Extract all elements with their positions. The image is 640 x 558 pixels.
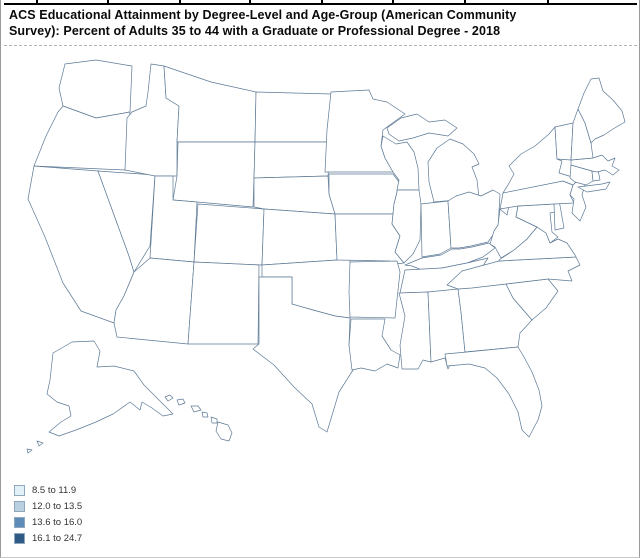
state-delaware[interactable]: [553, 199, 565, 231]
legend-label-q1: 8.5 to 11.9: [32, 484, 77, 496]
top-tick: [464, 0, 466, 3]
state-colorado[interactable]: [193, 203, 265, 266]
state-indiana[interactable]: [420, 200, 452, 258]
state-michigan[interactable]: [386, 113, 480, 203]
state-florida[interactable]: [444, 346, 543, 438]
map-legend: 8.5 to 11.9 12.0 to 13.5 13.6 to 16.0 16…: [14, 482, 82, 546]
legend-label-q3: 13.6 to 16.0: [32, 516, 83, 528]
state-vermont[interactable]: [554, 122, 574, 161]
map-title-line2: Survey): Percent of Adults 35 to 44 with…: [9, 24, 501, 38]
top-tick: [36, 0, 38, 3]
top-tick: [547, 0, 549, 3]
state-arkansas[interactable]: [348, 260, 401, 319]
state-texas[interactable]: [252, 276, 354, 433]
legend-row: 13.6 to 16.0: [14, 514, 82, 530]
map-title: ACS Educational Attainment by Degree-Lev…: [9, 7, 609, 39]
state-oregon[interactable]: [33, 105, 131, 171]
state-north-carolina[interactable]: [446, 256, 581, 290]
top-tick: [321, 0, 323, 3]
top-tick: [107, 0, 109, 3]
state-massachusetts[interactable]: [570, 154, 620, 176]
state-illinois[interactable]: [391, 189, 422, 264]
state-nebraska[interactable]: [253, 175, 336, 215]
map-title-line1: ACS Educational Attainment by Degree-Lev…: [9, 8, 517, 22]
legend-swatch-q4: [14, 532, 25, 544]
title-divider: [4, 45, 637, 46]
state-hawaii[interactable]: [164, 394, 233, 442]
legend-label-q4: 16.1 to 24.7: [32, 532, 83, 544]
state-minnesota[interactable]: [324, 89, 406, 173]
state-iowa[interactable]: [328, 173, 400, 215]
top-tick: [249, 0, 251, 3]
state-maine[interactable]: [577, 77, 626, 144]
legend-row: 8.5 to 11.9: [14, 482, 82, 498]
state-north-dakota[interactable]: [254, 91, 332, 143]
legend-swatch-q2: [14, 500, 25, 512]
top-tick: [179, 0, 181, 3]
top-border: [4, 0, 637, 5]
top-tick: [392, 0, 394, 3]
legend-row: 12.0 to 13.5: [14, 498, 82, 514]
legend-label-q2: 12.0 to 13.5: [32, 500, 83, 512]
state-wyoming[interactable]: [172, 141, 256, 208]
state-alaska[interactable]: [26, 340, 174, 454]
state-montana[interactable]: [163, 65, 257, 143]
state-kansas[interactable]: [261, 208, 338, 266]
legend-swatch-q3: [14, 516, 25, 528]
legend-row: 16.1 to 24.7: [14, 530, 82, 546]
state-south-dakota[interactable]: [253, 141, 332, 179]
state-louisiana[interactable]: [348, 318, 401, 372]
legend-swatch-q1: [14, 484, 25, 496]
state-mississippi[interactable]: [398, 291, 432, 370]
state-new-mexico[interactable]: [187, 261, 260, 345]
state-ohio[interactable]: [447, 189, 501, 249]
